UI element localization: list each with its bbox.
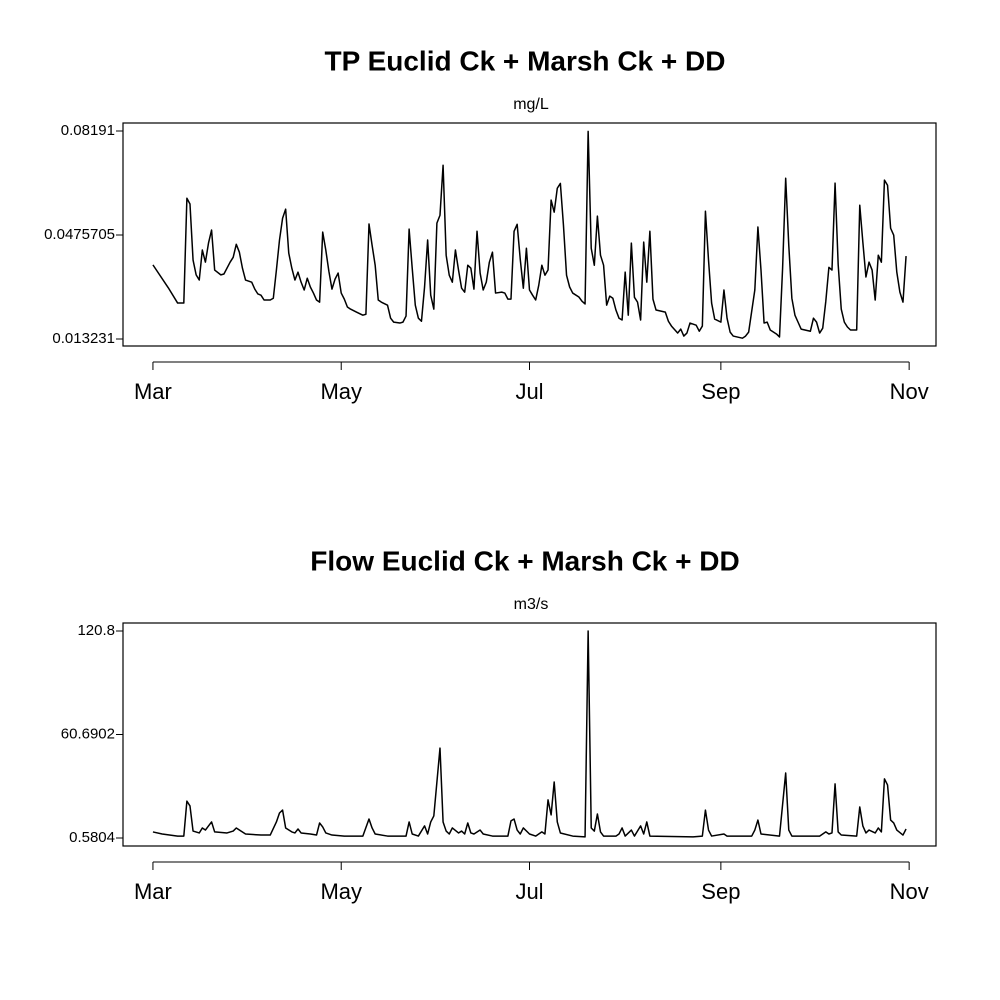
data-line (152, 630, 907, 838)
y-tick-label: 120.8 (77, 622, 115, 639)
x-tick-label: Mar (134, 379, 172, 404)
y-tick-label: 0.5804 (69, 829, 115, 846)
x-tick-label: May (320, 879, 362, 904)
chart-title: Flow Euclid Ck + Marsh Ck + DD (310, 545, 739, 576)
chart-subtitle: m3/s (514, 596, 549, 613)
x-tick-label: Jul (515, 879, 543, 904)
y-tick-label: 60.6902 (61, 725, 115, 742)
y-tick-label: 0.08191 (61, 122, 115, 139)
y-tick-label: 0.0475705 (44, 226, 115, 243)
chart-title: TP Euclid Ck + Marsh Ck + DD (325, 45, 726, 76)
x-tick-label: Jul (515, 379, 543, 404)
plot-frame (122, 622, 937, 847)
data-line (152, 130, 907, 339)
plot-frame (122, 122, 937, 347)
x-tick-label: Sep (701, 379, 740, 404)
x-tick-label: Sep (701, 879, 740, 904)
chart-subtitle: mg/L (513, 96, 549, 113)
x-tick-label: Nov (890, 379, 929, 404)
y-tick-label: 0.013231 (52, 330, 115, 347)
x-tick-label: Mar (134, 879, 172, 904)
x-tick-label: Nov (890, 879, 929, 904)
x-tick-label: May (320, 379, 362, 404)
